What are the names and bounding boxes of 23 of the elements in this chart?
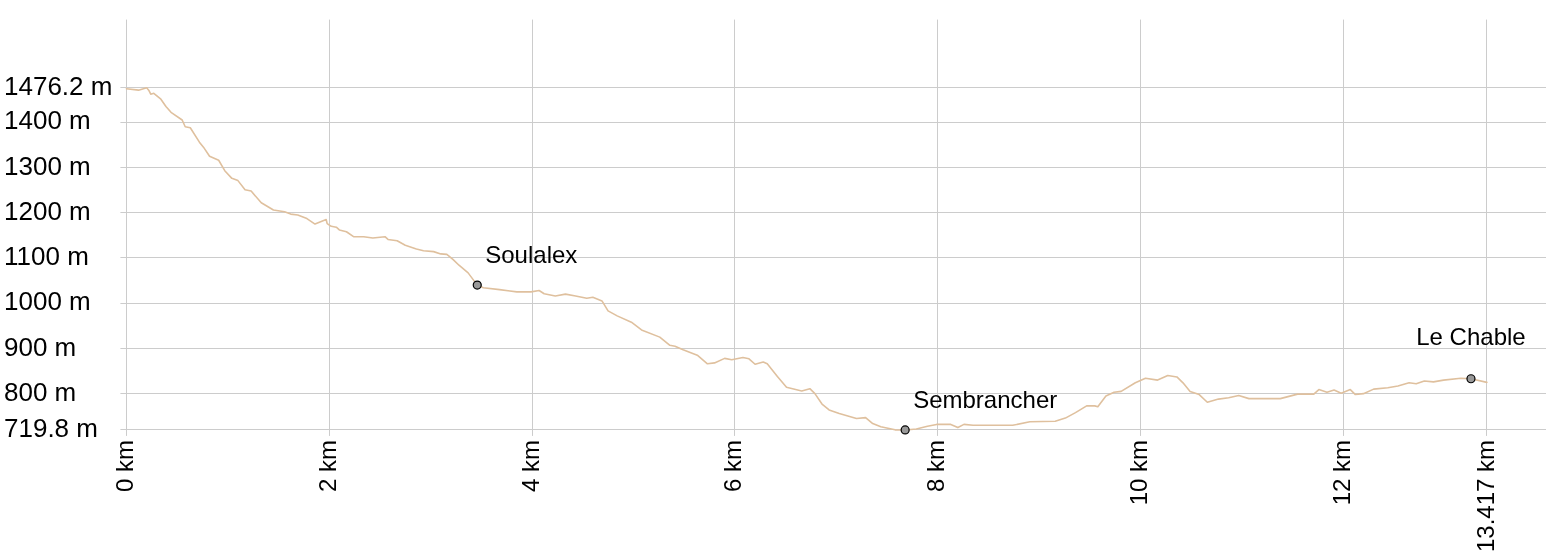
x-tick-label: 2 km xyxy=(313,439,341,492)
y-tick-label: 1400 m xyxy=(4,105,91,136)
y-tick-label: 1200 m xyxy=(4,195,91,226)
x-tick-label: 12 km xyxy=(1327,439,1355,506)
y-tick-label: 1300 m xyxy=(4,150,91,181)
y-tick-label: 800 m xyxy=(4,376,77,407)
point xyxy=(1466,374,1476,384)
point xyxy=(472,280,482,290)
annotation: Sembrancher xyxy=(913,385,1058,413)
y-tick-label: 719.8 m xyxy=(4,413,98,444)
x-tick-label: 4 km xyxy=(516,439,544,492)
x-tick-label: 0 km xyxy=(111,439,139,492)
x-tick-label: 8 km xyxy=(922,439,950,492)
annotation: Le Chable xyxy=(1416,322,1526,350)
x-tick-label: 10 km xyxy=(1125,439,1153,506)
y-tick-label: 900 m xyxy=(4,331,77,362)
y-tick-label: 1000 m xyxy=(4,286,91,317)
x-tick-label: 6 km xyxy=(719,439,747,492)
y-tick-label: 1100 m xyxy=(4,241,89,272)
annotation: Soulalex xyxy=(485,241,578,269)
point xyxy=(900,425,910,435)
y-tick-label: 1476.2 m xyxy=(4,70,113,101)
x-tick-label: 13.417 km xyxy=(1471,439,1499,553)
